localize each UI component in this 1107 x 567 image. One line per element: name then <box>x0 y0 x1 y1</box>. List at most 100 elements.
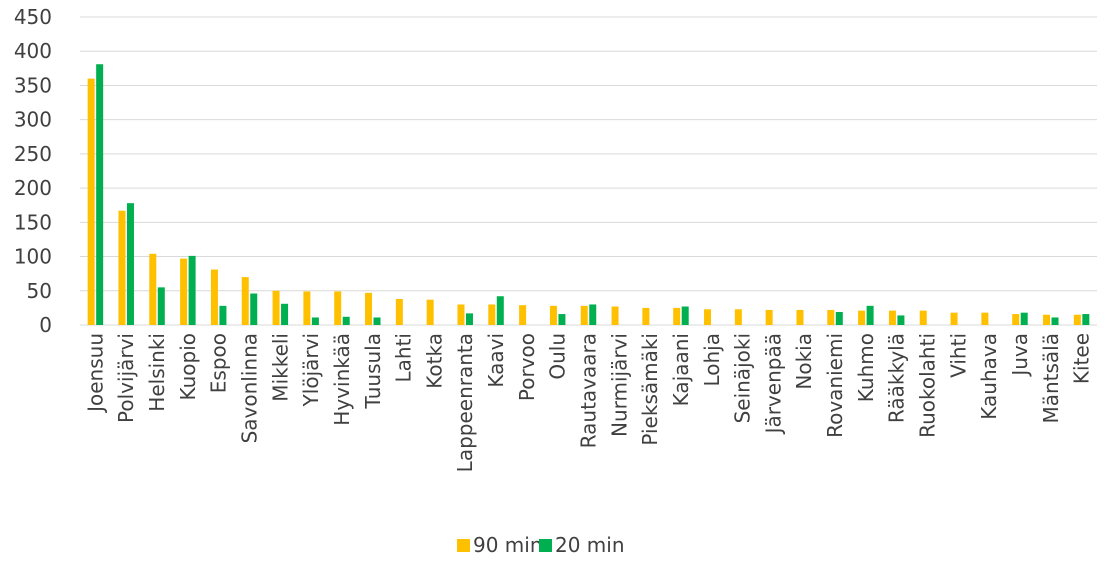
bar-90min <box>704 309 712 325</box>
bar-20min <box>465 313 473 325</box>
bar-90min <box>241 277 249 325</box>
bar-20min <box>1082 314 1090 325</box>
bar-90min <box>673 307 681 325</box>
legend-swatch <box>539 539 552 552</box>
bar-90min <box>549 305 557 325</box>
bar-20min <box>373 317 381 325</box>
bar-90min <box>457 304 465 325</box>
y-tick-label: 100 <box>14 245 52 269</box>
bar-90min <box>118 210 126 325</box>
bar-90min <box>642 307 650 325</box>
bar-90min <box>395 298 403 325</box>
bar-90min <box>334 291 342 325</box>
bar-90min <box>210 269 218 325</box>
bar-20min <box>835 311 843 325</box>
x-tick-label: Järvenpää <box>761 333 785 435</box>
bar-90min <box>1073 314 1081 325</box>
legend-label: 90 min <box>473 533 543 557</box>
x-tick-label: Rääkkylä <box>885 333 909 423</box>
y-tick-label: 0 <box>39 313 52 337</box>
bar-90min <box>765 309 773 325</box>
x-tick-label: Joensuu <box>83 333 107 414</box>
y-tick-label: 150 <box>14 210 52 234</box>
x-tick-label: Helsinki <box>145 333 169 412</box>
bar-90min <box>611 306 619 325</box>
x-tick-label: Polvijärvi <box>114 333 138 423</box>
bar-20min <box>250 293 258 325</box>
x-tick-label: Rautavaara <box>577 333 601 448</box>
bar-90min <box>1012 314 1020 325</box>
y-tick-label: 50 <box>27 279 52 303</box>
bar-90min <box>426 299 434 325</box>
bar-90min <box>858 310 866 325</box>
x-tick-label: Kajaani <box>669 333 693 406</box>
y-tick-label: 250 <box>14 142 52 166</box>
y-tick-label: 300 <box>14 108 52 132</box>
x-tick-label: Rovaniemi <box>823 333 847 438</box>
x-tick-label: Mikkeli <box>268 333 292 402</box>
bar-90min <box>272 290 280 325</box>
x-tick-label: Pieksämäki <box>638 333 662 446</box>
x-tick-label: Lohja <box>700 333 724 387</box>
x-tick-label: Vihti <box>946 333 970 378</box>
x-tick-label: Savonlinna <box>238 333 262 443</box>
bar-20min <box>496 296 504 325</box>
x-tick-label: Nurmijärvi <box>607 333 631 437</box>
bar-20min <box>866 305 874 325</box>
x-tick-label: Juva <box>1008 333 1032 378</box>
x-tick-label: Oulu <box>546 333 570 380</box>
bar-90min <box>827 309 835 325</box>
y-tick-label: 450 <box>14 5 52 29</box>
x-tick-label: Nokia <box>792 333 816 390</box>
bar-20min <box>589 304 597 325</box>
x-tick-label: Kaavi <box>484 333 508 388</box>
bar-90min <box>365 292 373 325</box>
x-tick-label: Lahti <box>392 333 416 382</box>
bar-90min <box>981 312 989 325</box>
bar-20min <box>897 315 905 325</box>
legend-swatch <box>457 539 470 552</box>
bar-20min <box>1051 317 1059 325</box>
x-tick-label: Espoo <box>207 333 231 393</box>
y-tick-label: 200 <box>14 176 52 200</box>
bar-90min <box>734 309 742 325</box>
x-tick-label: Ruokolahti <box>916 333 940 438</box>
bar-90min <box>796 309 804 325</box>
bar-20min <box>681 306 689 325</box>
x-tick-label: Hyvinkää <box>330 333 354 426</box>
x-tick-label: Kotka <box>422 333 446 389</box>
y-tick-label: 350 <box>14 73 52 97</box>
bar-90min <box>149 253 157 325</box>
x-axis-ticks: Joensuu Polvijärvi Helsinki Kuopio Espoo Savo… <box>83 333 1093 472</box>
bar-20min <box>311 317 319 325</box>
x-tick-label: Kuhmo <box>854 333 878 402</box>
bar-90min <box>580 305 588 325</box>
bar-20min <box>558 314 566 325</box>
x-tick-label: Tuusula <box>361 333 385 409</box>
bar-20min <box>157 287 165 325</box>
x-tick-label: Kuopio <box>176 333 200 401</box>
legend-label: 20 min <box>555 533 625 557</box>
bar-20min <box>126 203 134 325</box>
bar-90min <box>303 291 311 325</box>
x-tick-label: Kitee <box>1070 333 1094 384</box>
bar-90min <box>888 310 896 325</box>
bars <box>87 64 1090 325</box>
bar-90min <box>488 304 496 325</box>
x-tick-label: Ylöjärvi <box>299 333 323 407</box>
x-tick-label: Lappeenranta <box>453 333 477 472</box>
legend: 90 min 20 min <box>457 533 625 557</box>
bar-20min <box>281 303 289 325</box>
bar-20min <box>96 64 104 325</box>
bar-90min <box>180 258 188 325</box>
x-tick-label: Porvoo <box>515 333 539 401</box>
bar-90min <box>519 305 527 325</box>
bar-20min <box>342 316 350 325</box>
bar-20min <box>188 255 196 325</box>
bar-90min <box>1043 314 1051 325</box>
bar-90min <box>919 310 927 325</box>
y-tick-label: 400 <box>14 39 52 63</box>
x-tick-label: Seinäjoki <box>731 333 755 423</box>
bar-90min <box>950 312 958 325</box>
